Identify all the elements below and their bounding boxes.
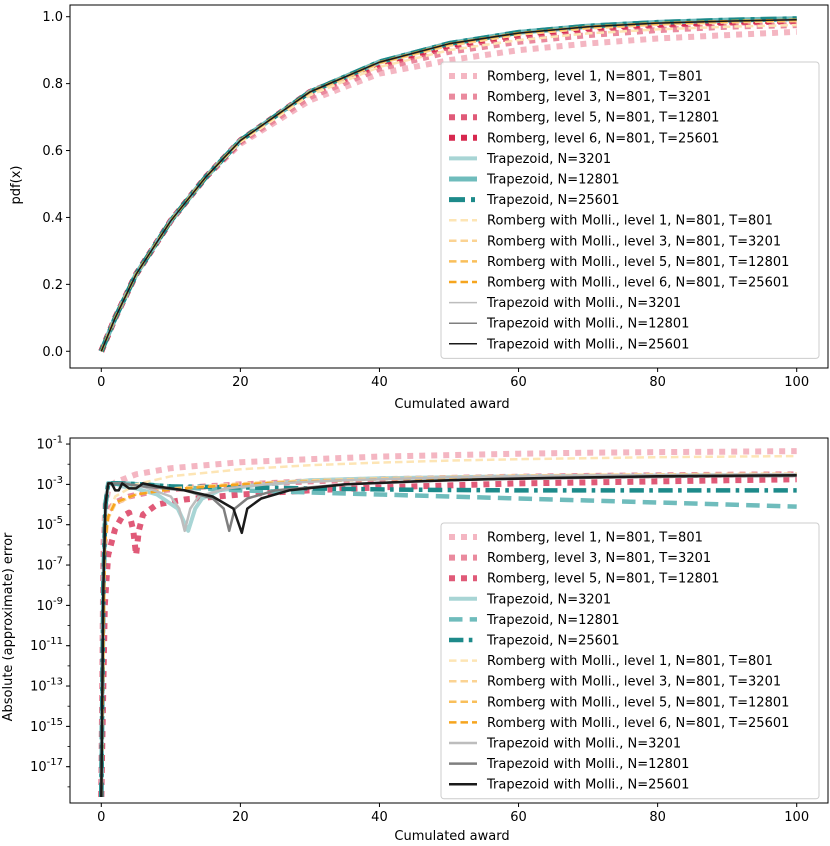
legend-label: Trapezoid with Molli., N=12801 (486, 757, 689, 772)
legend-label: Romberg with Molli., level 6, N=801, T=2… (487, 276, 789, 291)
legend-box (440, 61, 820, 359)
bottom-ylabel: Absolute (approximate) error (1, 532, 16, 721)
bottom-y-ticks: 10-1 10-3 10-5 10-7 10-9 10-11 10-13 10-15 10-17 (30, 435, 70, 788)
legend-label: Romberg with Molli., level 3, N=801, T=3… (487, 675, 781, 690)
legend-box (440, 522, 820, 800)
y-tick-label: 10-17 (30, 757, 63, 775)
legend-label: Trapezoid, N=25601 (486, 193, 619, 208)
bottom-xlabel: Cumulated award (394, 829, 509, 844)
y-tick-label: 10-11 (30, 636, 63, 654)
legend-label: Romberg, level 1, N=801, T=801 (487, 531, 703, 546)
legend-label: Trapezoid, N=12801 (486, 173, 619, 188)
legend-label: Trapezoid, N=12801 (486, 613, 619, 628)
series-line-1 (98, 28, 797, 353)
x-tick-label: 100 (784, 810, 809, 825)
legend-label: Romberg, level 5, N=801, T=12801 (487, 572, 719, 587)
series-line-2 (98, 22, 797, 353)
y-tick-label: 10-15 (30, 717, 63, 735)
legend-label: Romberg with Molli., level 3, N=801, T=3… (487, 234, 781, 249)
bottom-chart: 0 20 40 60 80 100 10-110-310-510-710-910-1110… (1, 435, 829, 844)
x-tick-label: 80 (649, 375, 666, 390)
top-legend: Romberg, level 1, N=801, T=801 Romberg, l… (440, 61, 820, 359)
x-tick-label: 0 (97, 810, 105, 825)
series-line-7 (100, 454, 797, 798)
bottom-axes-frame (69, 437, 829, 804)
y-tick-label: 10-13 (30, 677, 63, 695)
legend-label: Romberg, level 3, N=801, T=3201 (487, 90, 711, 105)
legend-label: Trapezoid, N=25601 (486, 634, 619, 649)
y-tick-label: 10-1 (36, 435, 63, 453)
y-tick-label: 0.4 (42, 211, 63, 226)
y-tick-label: 0.6 (42, 144, 63, 159)
top-series-layer (98, 16, 797, 353)
top-xlabel: Cumulated award (394, 397, 509, 412)
axes-frame (69, 437, 829, 804)
top-ylabel: pdf(x) (9, 166, 24, 205)
legend-label: Trapezoid with Molli., N=3201 (486, 296, 681, 311)
y-tick-label: 0.2 (42, 278, 63, 293)
bottom-legend: Romberg, level 1, N=801, T=801 Romberg, l… (440, 522, 820, 800)
y-tick-label: 0.8 (42, 77, 63, 92)
y-tick-label: 10-7 (36, 556, 63, 574)
legend-label: Trapezoid with Molli., N=25601 (486, 337, 689, 352)
legend-label: Romberg with Molli., level 1, N=801, T=8… (487, 654, 773, 669)
series-line-14 (100, 18, 797, 352)
top-x-ticks: 0 20 40 60 80 100 (97, 368, 809, 390)
x-tick-label: 60 (510, 810, 527, 825)
top-y-ticks: 0.0 0.2 0.4 0.6 0.8 1.0 (42, 10, 70, 360)
legend-label: Trapezoid, N=3201 (486, 592, 611, 607)
top-axes-frame (69, 4, 829, 369)
legend-label: Romberg, level 3, N=801, T=3201 (487, 551, 711, 566)
legend-label: Trapezoid with Molli., N=25601 (486, 778, 689, 793)
series-line-13 (100, 474, 797, 798)
series-line-6 (99, 481, 797, 798)
top-chart: 0 20 40 60 80 100 0.0 0.2 0.4 0.6 0.8 1.0 Cumulate… (9, 4, 829, 412)
legend-label: Romberg with Molli., level 1, N=801, T=8… (487, 214, 773, 229)
legend-label: Romberg with Molli., level 5, N=801, T=1… (487, 255, 789, 270)
legend-label: Romberg, level 6, N=801, T=25601 (487, 131, 719, 146)
axes-frame (69, 4, 829, 369)
legend-label: Trapezoid with Molli., N=3201 (486, 737, 681, 752)
x-tick-label: 20 (232, 375, 249, 390)
x-tick-label: 20 (232, 810, 249, 825)
legend-label: Trapezoid with Molli., N=12801 (486, 317, 689, 332)
y-tick-label: 0.0 (42, 345, 63, 360)
x-tick-label: 100 (784, 375, 809, 390)
legend-label: Romberg, level 1, N=801, T=801 (487, 70, 703, 85)
y-tick-label: 10-5 (36, 515, 63, 533)
y-tick-label: 10-9 (36, 596, 63, 614)
legend-label: Romberg, level 5, N=801, T=12801 (487, 111, 719, 126)
bottom-series-layer (98, 448, 797, 798)
legend-label: Romberg with Molli., level 5, N=801, T=1… (487, 695, 789, 710)
x-tick-label: 40 (371, 810, 388, 825)
legend-label: Romberg with Molli., level 6, N=801, T=2… (487, 716, 789, 731)
legend-label: Trapezoid, N=3201 (486, 152, 611, 167)
y-tick-label: 1.0 (42, 10, 63, 25)
x-tick-label: 60 (510, 375, 527, 390)
x-tick-label: 40 (371, 375, 388, 390)
x-tick-label: 80 (649, 810, 666, 825)
y-tick-label: 10-3 (36, 475, 63, 493)
bottom-x-ticks: 0 20 40 60 80 100 (97, 803, 809, 825)
x-tick-label: 0 (97, 375, 105, 390)
